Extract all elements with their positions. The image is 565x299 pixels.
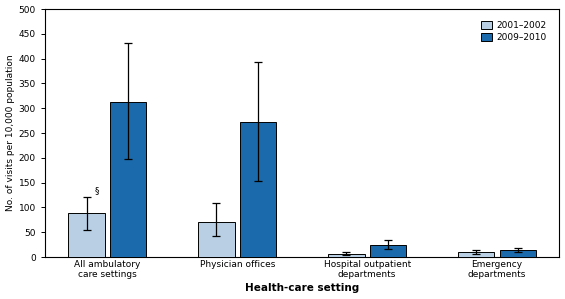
Bar xyxy=(110,102,146,257)
Text: §: § xyxy=(94,187,99,196)
X-axis label: Health-care setting: Health-care setting xyxy=(245,283,359,293)
Bar xyxy=(370,245,406,257)
Y-axis label: No. of visits per 10,000 population: No. of visits per 10,000 population xyxy=(6,55,15,211)
Bar xyxy=(328,254,364,257)
Bar xyxy=(458,252,494,257)
Bar xyxy=(68,213,105,257)
Bar xyxy=(198,222,234,257)
Bar xyxy=(499,250,536,257)
Bar xyxy=(240,122,276,257)
Legend: 2001–2002, 2009–2010: 2001–2002, 2009–2010 xyxy=(478,19,550,45)
